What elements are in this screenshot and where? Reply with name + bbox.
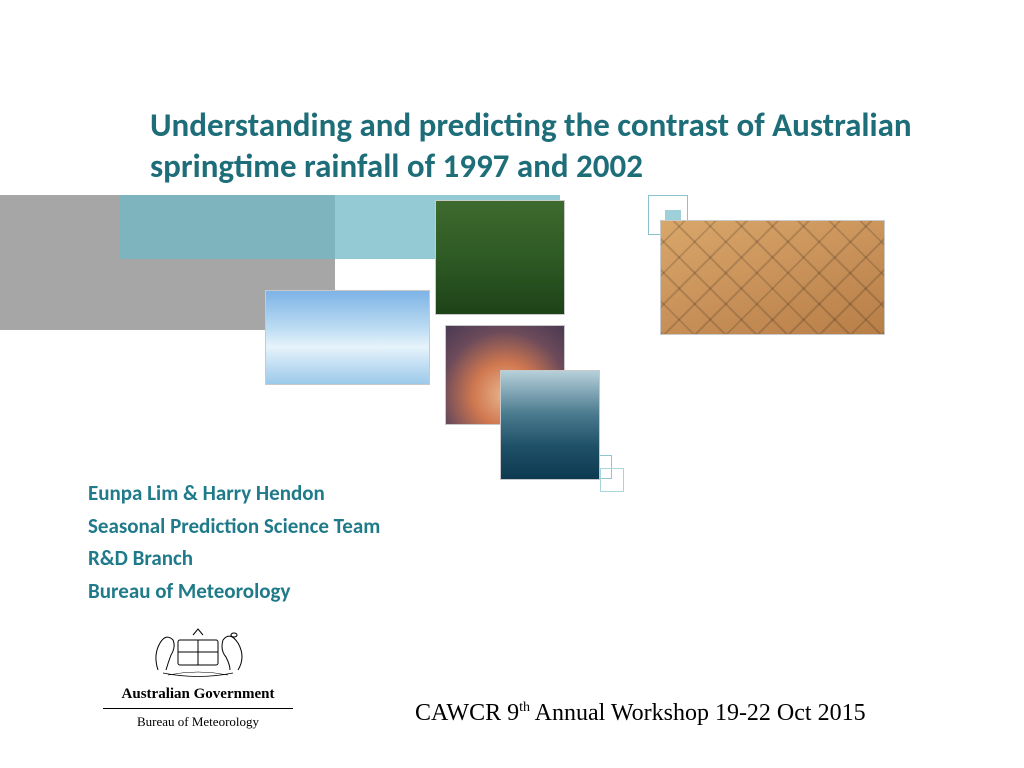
decorative-square xyxy=(600,468,624,492)
author-block: Eunpa Lim & Harry Hendon Seasonal Predic… xyxy=(88,477,380,607)
event-suffix: Annual Workshop 19-22 Oct 2015 xyxy=(530,700,866,726)
slide-title: Understanding and predicting the contras… xyxy=(150,105,970,188)
author-names: Eunpa Lim & Harry Hendon xyxy=(88,477,380,510)
gov-label-line1: Australian Government xyxy=(103,686,293,709)
author-branch: R&D Branch xyxy=(88,542,380,575)
author-team: Seasonal Prediction Science Team xyxy=(88,510,380,543)
event-footer: CAWCR 9th Annual Workshop 19-22 Oct 2015 xyxy=(415,700,866,727)
photo-cracked-earth xyxy=(660,220,885,335)
photo-glacier xyxy=(265,290,430,385)
event-prefix: CAWCR 9 xyxy=(415,700,519,726)
photo-forest xyxy=(435,200,565,315)
gov-logo-block: Australian Government Bureau of Meteorol… xyxy=(88,625,308,730)
event-ordinal: th xyxy=(519,700,530,715)
gov-label-line2: Bureau of Meteorology xyxy=(88,714,308,730)
author-org: Bureau of Meteorology xyxy=(88,575,380,608)
photo-ocean-wave xyxy=(500,370,600,480)
coat-of-arms-icon xyxy=(138,625,258,680)
